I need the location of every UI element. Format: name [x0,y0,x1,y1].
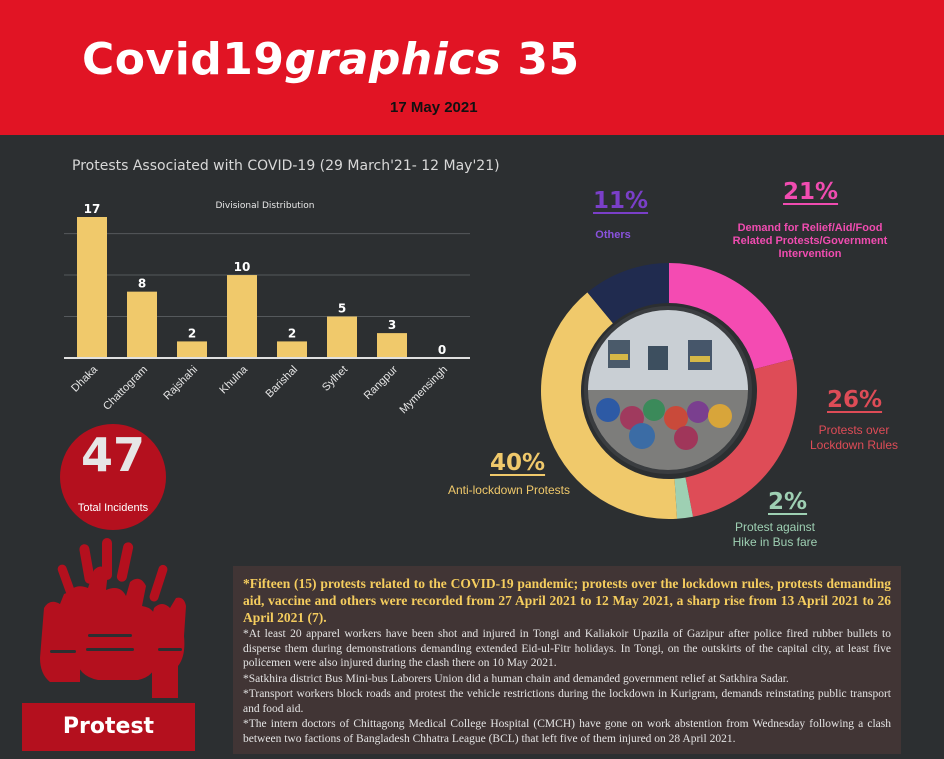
donut-chart [541,263,797,519]
others-label: Others [595,229,631,241]
bar-khulna [227,275,257,358]
raised-fists-icon [40,538,186,698]
bar-category-label: Dhaka [69,363,101,395]
note-item: *Transport workers block roads and prote… [243,688,891,715]
donut-slice [685,359,797,517]
publication-date: 17 May 2021 [390,99,478,116]
bar-sylhet [327,316,357,358]
bar-category-label: Chattogram [101,364,150,413]
donut-slice [669,263,793,370]
bar-value-label: 17 [84,202,101,216]
bar-category-label: Khulna [217,363,250,396]
notes-lead: *Fifteen (15) protests related to the CO… [243,576,891,625]
bar-value-label: 2 [288,326,296,340]
relief-percent: 21% [783,179,839,205]
relief-label: Demand for Relief/Aid/Food Related Prote… [732,222,888,260]
donut-slice [587,263,669,324]
bar-rajshahi [177,341,207,358]
bar-value-label: 0 [438,343,446,357]
anti-lockdown-percent: 40% [490,450,546,476]
bar-value-label: 8 [138,277,146,291]
bar-category-label: Rajshahi [161,364,200,403]
bar-value-label: 5 [338,302,346,316]
bar-category-label: Rangpur [362,363,401,402]
bar-rangpur [377,333,407,358]
donut-slice [541,292,678,519]
donut-slice [674,477,693,519]
bar-value-label: 10 [234,260,251,274]
bus-fare-percent: 2% [768,489,808,515]
bar-chart: Divisional Distribution 17 Dhaka 8 Chattogra… [64,201,470,417]
total-incidents-value: 47 [80,428,145,482]
bar-value-label: 2 [188,326,196,340]
total-incidents-label: Total Incidents [77,502,149,514]
bar-chattogram [127,291,157,358]
bar-value-label: 3 [388,318,396,332]
bar-category-label: Sylhet [320,364,350,394]
protest-label: Protest [22,703,195,751]
bar-chart-title: Protests Associated with COVID-19 (29 Ma… [72,158,500,174]
bus-fare-label: Protest against Hike in Bus fare [732,520,818,549]
protest-photo [584,306,752,474]
others-percent: 11% [593,188,649,214]
note-item: *At least 20 apparel workers have been s… [243,628,891,669]
bar-chart-subtitle: Divisional Distribution [215,201,314,211]
notes-panel: *Fifteen (15) protests related to the CO… [233,566,901,754]
bar-category-label: Mymensingh [398,364,451,417]
lockdown-rules-label: Protests over Lockdown Rules [809,423,899,452]
bar-category-label: Barishal [264,364,301,401]
header-banner: Covid19graphics 35 17 May 2021 [0,0,944,135]
bar-dhaka [77,217,107,358]
brand-title: Covid19graphics 35 [82,34,580,85]
note-item: *The intern doctors of Chittagong Medica… [243,718,891,745]
anti-lockdown-label: Anti-lockdown Protests [447,483,571,497]
lockdown-rules-percent: 26% [827,387,883,413]
total-incidents-badge: 47 Total Incidents [60,424,166,530]
bar-barishal [277,341,307,358]
note-item: *Satkhira district Bus Mini-bus Laborers… [243,672,789,685]
